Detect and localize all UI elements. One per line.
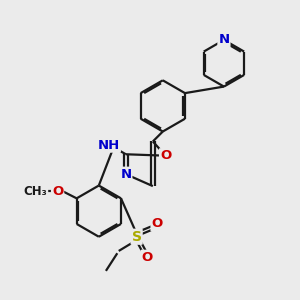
Text: S: S bbox=[132, 230, 142, 244]
Text: N: N bbox=[218, 33, 230, 46]
Text: CH₃: CH₃ bbox=[23, 185, 47, 198]
Text: O: O bbox=[152, 218, 163, 230]
Text: O: O bbox=[160, 149, 171, 162]
Text: NH: NH bbox=[98, 139, 120, 152]
Text: O: O bbox=[142, 251, 153, 264]
Text: O: O bbox=[52, 185, 63, 198]
Text: N: N bbox=[120, 168, 131, 181]
